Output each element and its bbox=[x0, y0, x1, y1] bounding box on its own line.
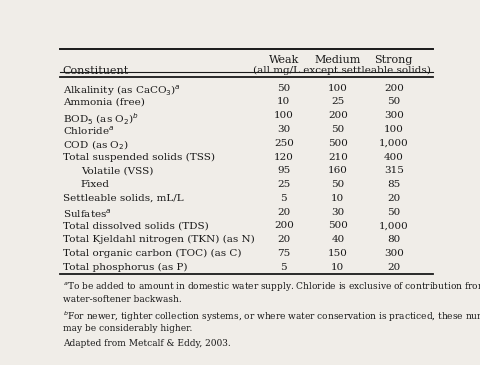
Text: 20: 20 bbox=[386, 194, 399, 203]
Text: 50: 50 bbox=[331, 125, 344, 134]
Text: 20: 20 bbox=[276, 235, 290, 244]
Text: Sulfates$^a$: Sulfates$^a$ bbox=[62, 208, 111, 220]
Text: 300: 300 bbox=[383, 111, 403, 120]
Text: Settleable solids, mL/L: Settleable solids, mL/L bbox=[62, 194, 183, 203]
Text: 1,000: 1,000 bbox=[378, 222, 408, 230]
Text: 20: 20 bbox=[276, 208, 290, 217]
Text: 1,000: 1,000 bbox=[378, 139, 408, 148]
Text: 5: 5 bbox=[280, 194, 287, 203]
Text: 50: 50 bbox=[331, 180, 344, 189]
Text: 300: 300 bbox=[383, 249, 403, 258]
Text: Fixed: Fixed bbox=[81, 180, 109, 189]
Text: 85: 85 bbox=[386, 180, 399, 189]
Text: may be considerably higher.: may be considerably higher. bbox=[62, 324, 192, 333]
Text: 10: 10 bbox=[331, 263, 344, 272]
Text: Alkalinity (as CaCO$_3$)$^a$: Alkalinity (as CaCO$_3$)$^a$ bbox=[62, 84, 180, 98]
Text: BOD$_5$ (as O$_2$)$^b$: BOD$_5$ (as O$_2$)$^b$ bbox=[62, 111, 138, 127]
Text: Total Kjeldahl nitrogen (TKN) (as N): Total Kjeldahl nitrogen (TKN) (as N) bbox=[62, 235, 254, 244]
Text: Ammonia (free): Ammonia (free) bbox=[62, 97, 144, 107]
Text: 30: 30 bbox=[331, 208, 344, 217]
Text: (all mg/L except settleable solids): (all mg/L except settleable solids) bbox=[252, 66, 430, 76]
Text: 10: 10 bbox=[276, 97, 290, 107]
Text: 50: 50 bbox=[386, 208, 399, 217]
Text: Total phosphorus (as P): Total phosphorus (as P) bbox=[62, 263, 187, 272]
Text: Total organic carbon (TOC) (as C): Total organic carbon (TOC) (as C) bbox=[62, 249, 241, 258]
Text: Total suspended solids (TSS): Total suspended solids (TSS) bbox=[62, 153, 214, 162]
Text: 200: 200 bbox=[327, 111, 347, 120]
Text: Weak: Weak bbox=[268, 55, 299, 65]
Text: 100: 100 bbox=[383, 125, 403, 134]
Text: 500: 500 bbox=[327, 222, 347, 230]
Text: Volatile (VSS): Volatile (VSS) bbox=[81, 166, 153, 175]
Text: 50: 50 bbox=[276, 84, 290, 93]
Text: 160: 160 bbox=[327, 166, 347, 175]
Text: water-softener backwash.: water-softener backwash. bbox=[62, 295, 181, 304]
Text: Total dissolved solids (TDS): Total dissolved solids (TDS) bbox=[62, 222, 208, 230]
Text: $^b$For newer, tighter collection systems, or where water conservation is practi: $^b$For newer, tighter collection system… bbox=[62, 310, 480, 324]
Text: 200: 200 bbox=[273, 222, 293, 230]
Text: 30: 30 bbox=[276, 125, 290, 134]
Text: 400: 400 bbox=[383, 153, 403, 162]
Text: Chloride$^a$: Chloride$^a$ bbox=[62, 125, 114, 138]
Text: 200: 200 bbox=[383, 84, 403, 93]
Text: $^a$To be added to amount in domestic water supply. Chloride is exclusive of con: $^a$To be added to amount in domestic wa… bbox=[62, 280, 480, 293]
Text: 40: 40 bbox=[331, 235, 344, 244]
Text: 25: 25 bbox=[331, 97, 344, 107]
Text: 315: 315 bbox=[383, 166, 403, 175]
Text: 250: 250 bbox=[273, 139, 293, 148]
Text: COD (as O$_2$): COD (as O$_2$) bbox=[62, 139, 128, 153]
Text: 95: 95 bbox=[276, 166, 290, 175]
Text: 20: 20 bbox=[386, 263, 399, 272]
Text: Adapted from Metcalf & Eddy, 2003.: Adapted from Metcalf & Eddy, 2003. bbox=[62, 339, 230, 348]
Text: 120: 120 bbox=[273, 153, 293, 162]
Text: Medium: Medium bbox=[314, 55, 360, 65]
Text: 25: 25 bbox=[276, 180, 290, 189]
Text: 80: 80 bbox=[386, 235, 399, 244]
Text: 150: 150 bbox=[327, 249, 347, 258]
Text: 500: 500 bbox=[327, 139, 347, 148]
Text: 50: 50 bbox=[386, 97, 399, 107]
Text: Strong: Strong bbox=[374, 55, 412, 65]
Text: 100: 100 bbox=[327, 84, 347, 93]
Text: 210: 210 bbox=[327, 153, 347, 162]
Text: 10: 10 bbox=[331, 194, 344, 203]
Text: Constituent: Constituent bbox=[62, 66, 129, 76]
Text: 5: 5 bbox=[280, 263, 287, 272]
Text: 100: 100 bbox=[273, 111, 293, 120]
Text: 75: 75 bbox=[276, 249, 290, 258]
